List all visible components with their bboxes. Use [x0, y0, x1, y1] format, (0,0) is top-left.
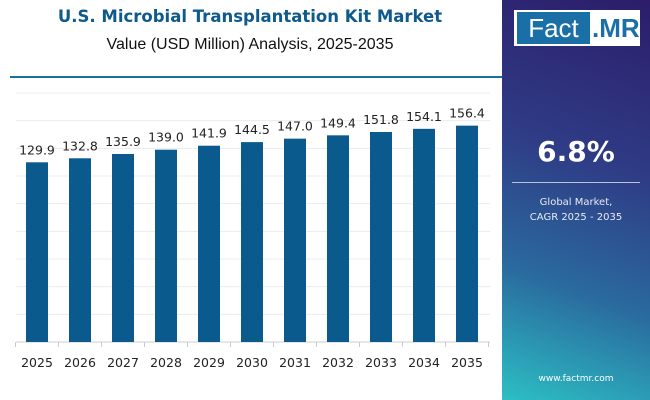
- data-label: 156.4: [449, 106, 485, 121]
- chart-subtitle: Value (USD Million) Analysis, 2025-2035: [106, 36, 394, 53]
- cagr-label-line2: CAGR 2025 - 2035: [529, 212, 623, 223]
- title-divider: [10, 76, 502, 78]
- data-label: 132.8: [62, 138, 98, 153]
- x-tick-label: 2028: [150, 355, 182, 370]
- data-label: 135.9: [105, 134, 141, 149]
- x-tick-label: 2035: [451, 355, 483, 370]
- bar: [198, 145, 220, 342]
- cagr-value: 6.8%: [537, 135, 615, 168]
- data-label: 141.9: [191, 126, 227, 141]
- x-tick-label: 2034: [408, 355, 440, 370]
- bar: [112, 154, 134, 342]
- x-tick-label: 2033: [365, 355, 397, 370]
- factmr-logo: Fact .MR: [514, 10, 640, 46]
- data-label: 154.1: [406, 109, 442, 124]
- x-tick-label: 2027: [107, 355, 139, 370]
- panel-divider: [512, 182, 640, 183]
- x-tick-label: 2031: [279, 355, 311, 370]
- data-label: 151.8: [363, 112, 399, 127]
- data-label: 149.4: [320, 115, 356, 130]
- bar-chart: 129.9 2025 132.8 2026 135.9 2027 139.0 2028 141.…: [15, 92, 490, 370]
- bar: [456, 125, 478, 342]
- bar: [241, 142, 263, 342]
- x-tick-label: 2030: [236, 355, 268, 370]
- side-panel: Fact .MR 6.8% Global Market, CAGR 2025 -…: [502, 0, 650, 400]
- bar: [26, 162, 48, 342]
- x-tick-label: 2026: [64, 355, 96, 370]
- x-tick-label: 2025: [21, 355, 53, 370]
- bar: [413, 128, 435, 342]
- x-tick-label: 2029: [193, 355, 225, 370]
- bar: [155, 149, 177, 342]
- data-label: 147.0: [277, 119, 313, 134]
- bar: [370, 132, 392, 342]
- logo-fact: Fact: [517, 12, 590, 44]
- cagr-label-line1: Global Market,: [539, 197, 613, 208]
- logo-mr: .MR: [592, 13, 640, 43]
- cagr-label: Global Market, CAGR 2025 - 2035: [502, 195, 650, 225]
- data-label: 129.9: [19, 142, 55, 157]
- data-label: 139.0: [148, 130, 184, 145]
- data-label: 144.5: [234, 122, 270, 137]
- website-url[interactable]: www.factmr.com: [538, 374, 614, 384]
- chart-title: U.S. Microbial Transplantation Kit Marke…: [57, 7, 443, 26]
- bar: [284, 138, 306, 342]
- bar: [69, 158, 91, 342]
- bar: [327, 135, 349, 342]
- x-tick-label: 2032: [322, 355, 354, 370]
